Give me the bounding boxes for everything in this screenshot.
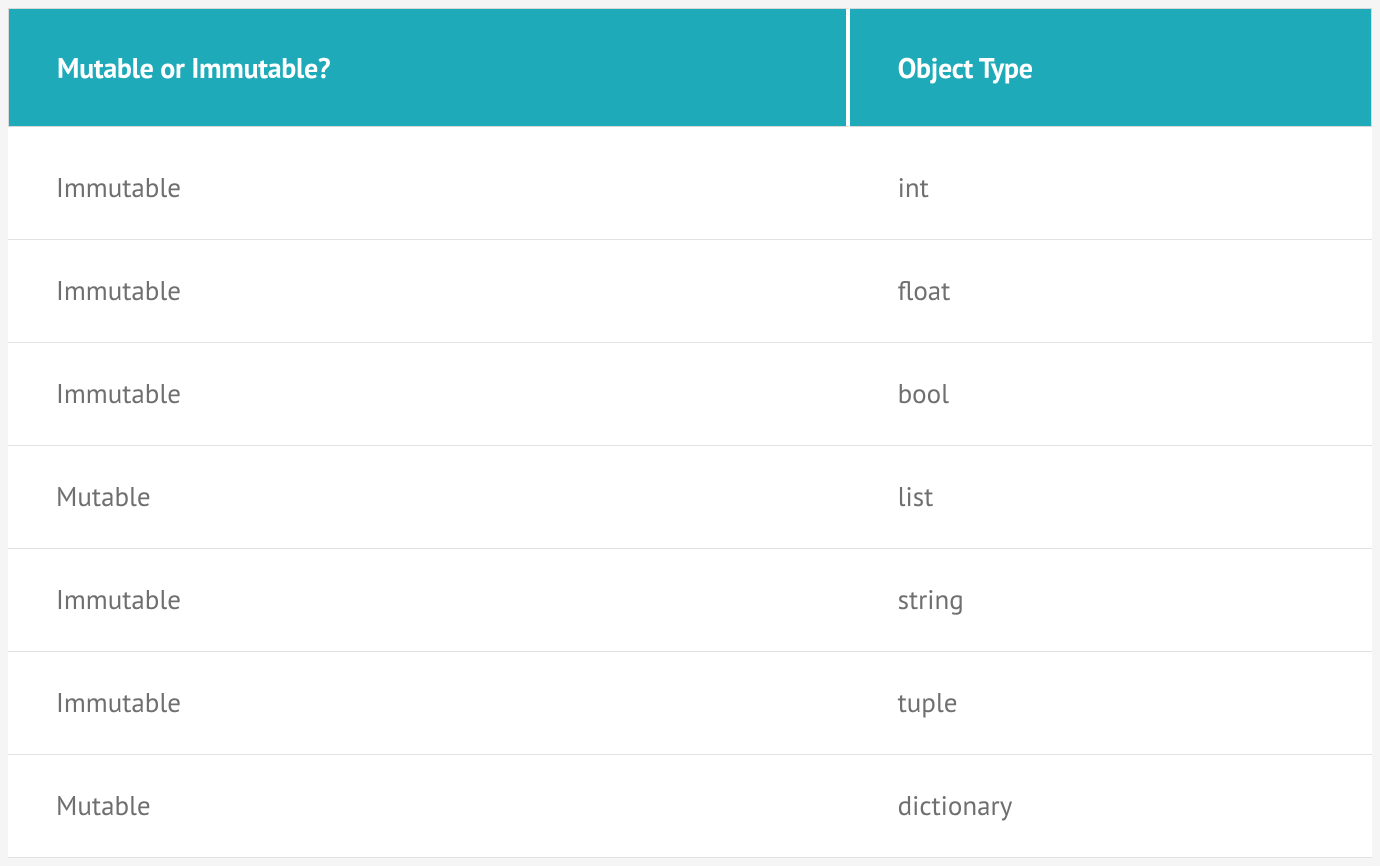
table-row: Immutable float bbox=[8, 240, 1372, 343]
cell-object-type: string bbox=[850, 549, 1372, 652]
cell-object-type: float bbox=[850, 240, 1372, 343]
table-header: Mutable or Immutable? Object Type bbox=[8, 8, 1372, 127]
cell-mutability: Immutable bbox=[8, 652, 850, 755]
cell-mutability: Mutable bbox=[8, 755, 850, 858]
table-row: Immutable bool bbox=[8, 343, 1372, 446]
column-header-mutability: Mutable or Immutable? bbox=[8, 8, 850, 127]
cell-object-type: tuple bbox=[850, 652, 1372, 755]
table-row: Immutable tuple bbox=[8, 652, 1372, 755]
cell-object-type: list bbox=[850, 446, 1372, 549]
header-row: Mutable or Immutable? Object Type bbox=[8, 8, 1372, 127]
cell-object-type: dictionary bbox=[850, 755, 1372, 858]
cell-mutability: Mutable bbox=[8, 446, 850, 549]
column-header-object-type: Object Type bbox=[850, 8, 1372, 127]
table-row: Immutable string bbox=[8, 549, 1372, 652]
table-container: Mutable or Immutable? Object Type Immuta… bbox=[0, 0, 1380, 866]
mutability-table: Mutable or Immutable? Object Type Immuta… bbox=[8, 8, 1372, 858]
table-row: Mutable list bbox=[8, 446, 1372, 549]
cell-mutability: Immutable bbox=[8, 127, 850, 240]
cell-object-type: bool bbox=[850, 343, 1372, 446]
cell-mutability: Immutable bbox=[8, 549, 850, 652]
table-body: Immutable int Immutable float Immutable … bbox=[8, 127, 1372, 858]
cell-mutability: Immutable bbox=[8, 343, 850, 446]
cell-mutability: Immutable bbox=[8, 240, 850, 343]
table-row: Immutable int bbox=[8, 127, 1372, 240]
cell-object-type: int bbox=[850, 127, 1372, 240]
table-row: Mutable dictionary bbox=[8, 755, 1372, 858]
